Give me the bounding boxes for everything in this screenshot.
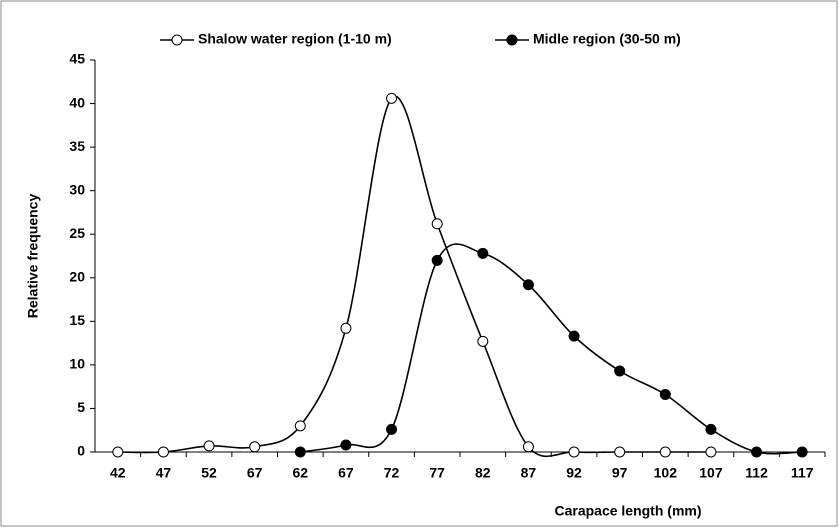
series-line — [117, 95, 711, 458]
x-tick-label: 47 — [156, 465, 172, 481]
data-point — [340, 439, 352, 451]
x-tick-label: 97 — [612, 465, 628, 481]
y-tick-label: 45 — [69, 51, 85, 67]
x-tick-label: 102 — [654, 465, 678, 481]
x-axis-label: Carapace length (mm) — [554, 503, 701, 519]
data-point — [522, 279, 534, 291]
y-tick-label: 15 — [69, 312, 85, 328]
x-tick-label: 52 — [201, 465, 217, 481]
x-tick-label: 107 — [699, 465, 723, 481]
data-point — [522, 441, 534, 453]
data-point — [477, 247, 489, 259]
y-tick-label: 10 — [69, 356, 85, 372]
y-axis-label: Relative frequency — [25, 194, 41, 319]
x-tick-label: 72 — [384, 465, 400, 481]
data-point — [386, 423, 398, 435]
data-point — [705, 446, 717, 458]
data-point — [294, 420, 306, 432]
data-point — [157, 446, 169, 458]
y-tick-label: 5 — [77, 399, 85, 415]
x-tick-label: 42 — [110, 465, 126, 481]
x-tick-label: 112 — [745, 465, 768, 481]
y-tick-label: 35 — [69, 138, 85, 154]
x-tick-label: 67 — [247, 465, 263, 481]
data-point — [340, 322, 352, 334]
y-tick-label: 40 — [69, 94, 85, 110]
data-point — [568, 330, 580, 342]
data-point — [431, 254, 443, 266]
x-tick-label: 67 — [338, 465, 354, 481]
x-tick-label: 82 — [475, 465, 491, 481]
data-point — [477, 335, 489, 347]
x-tick-label: 92 — [566, 465, 582, 481]
data-point — [249, 441, 261, 453]
data-point — [112, 446, 124, 458]
data-point — [568, 446, 580, 458]
x-tick-label: 87 — [521, 465, 537, 481]
y-tick-label: 0 — [77, 443, 85, 459]
y-tick-label: 30 — [69, 181, 85, 197]
data-point — [614, 365, 626, 377]
legend-marker — [171, 34, 183, 46]
data-point — [659, 389, 671, 401]
data-point — [796, 446, 808, 458]
data-point — [203, 440, 215, 452]
data-point — [294, 446, 306, 458]
data-point — [659, 446, 671, 458]
data-point — [431, 218, 443, 230]
x-tick-label: 77 — [429, 465, 445, 481]
legend-marker — [506, 34, 518, 46]
y-tick-label: 25 — [69, 225, 85, 241]
y-tick-label: 20 — [69, 268, 85, 284]
legend-label: Midle region (30-50 m) — [533, 31, 681, 47]
data-point — [614, 446, 626, 458]
x-tick-label: 117 — [791, 465, 814, 481]
data-point — [386, 92, 398, 104]
legend-label: Shalow water region (1-10 m) — [198, 31, 392, 47]
data-point — [751, 446, 763, 458]
x-tick-label: 62 — [293, 465, 309, 481]
data-point — [705, 423, 717, 435]
